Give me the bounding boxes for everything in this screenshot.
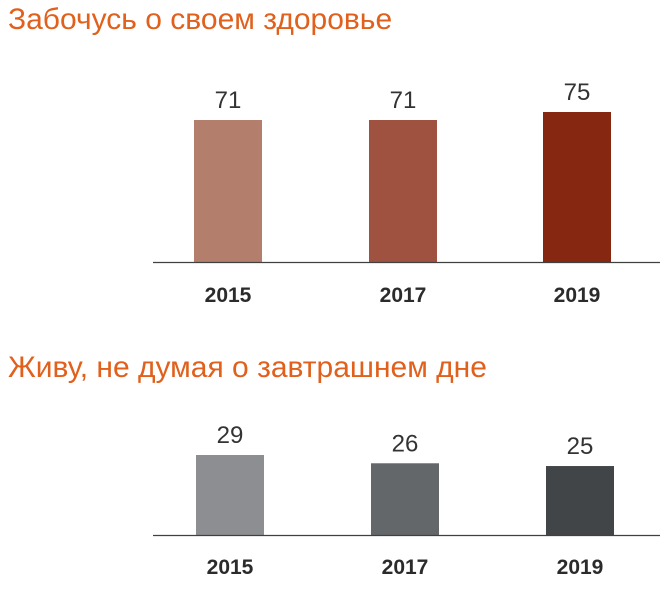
data-label-health-2015: 71 <box>215 87 242 114</box>
bar-health-2017 <box>369 120 437 262</box>
data-label-health-2017: 71 <box>390 87 417 114</box>
bar-health-2015 <box>194 120 262 262</box>
x-tick-tomorrow-2017: 2017 <box>382 556 429 579</box>
bar-health-2019 <box>543 112 611 262</box>
chart-title-tomorrow: Живу, не думая о завтрашнем дне <box>8 351 487 384</box>
bar-tomorrow-2019 <box>546 466 614 535</box>
data-label-tomorrow-2015: 29 <box>217 422 244 449</box>
bar-chart-health: 71 2015 71 2017 75 2019 <box>153 79 660 307</box>
x-tick-health-2019: 2019 <box>554 284 601 307</box>
chart-title-health: Забочусь о своем здоровье <box>8 3 393 36</box>
data-label-tomorrow-2019: 25 <box>567 433 594 460</box>
x-tick-tomorrow-2015: 2015 <box>207 556 254 579</box>
bar-tomorrow-2017 <box>371 463 439 535</box>
bar-tomorrow-2015 <box>196 455 264 535</box>
bar-chart-tomorrow: 29 2015 26 2017 25 2019 <box>153 422 660 579</box>
x-tick-health-2015: 2015 <box>205 284 252 307</box>
data-label-tomorrow-2017: 26 <box>392 430 419 457</box>
x-tick-health-2017: 2017 <box>380 284 427 307</box>
x-tick-tomorrow-2019: 2019 <box>557 556 604 579</box>
data-label-health-2019: 75 <box>564 79 591 106</box>
